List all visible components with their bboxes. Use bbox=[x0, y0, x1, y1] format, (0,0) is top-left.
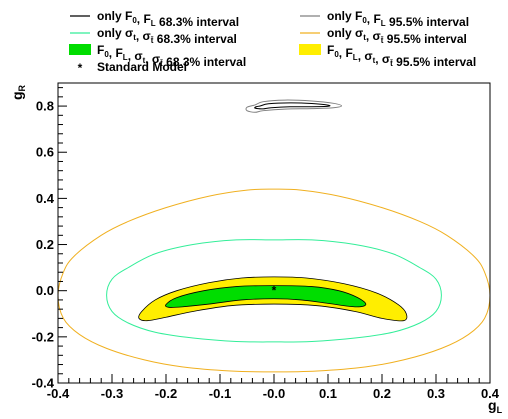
plot-regions: * bbox=[57, 99, 491, 373]
x-tick-label: -0.4 bbox=[47, 386, 70, 401]
legend-item: only F0, FL 95.5% interval bbox=[300, 9, 469, 29]
legend-item: only σt, σt̄ 95.5% interval bbox=[300, 26, 467, 46]
standard-model-marker: * bbox=[272, 284, 277, 298]
legend-item: only F0, FL 68.3% interval bbox=[70, 9, 239, 29]
contour-only-f0-fl-68-3- bbox=[254, 102, 331, 110]
legend-label: only σt, σt̄ 68.3% interval bbox=[97, 26, 237, 46]
legend: only F0, FL 68.3% interval only F0, FL 95… bbox=[69, 9, 476, 75]
x-tick-label: 0.4 bbox=[481, 386, 500, 401]
x-tick-label: -0.0 bbox=[263, 386, 285, 401]
legend-label: only F0, FL 68.3% interval bbox=[97, 9, 239, 29]
legend-item: only σt, σt̄ 68.3% interval bbox=[70, 26, 237, 46]
legend-item: F0, FL, σt, σt̄ 68.3% interval bbox=[69, 43, 246, 69]
x-axis-title: gL bbox=[488, 397, 503, 415]
y-tick-label: 0.6 bbox=[36, 145, 54, 160]
legend-label: only σt, σt̄ 95.5% interval bbox=[327, 26, 467, 46]
legend-label: F0, FL, σt, σt̄ 68.3% interval bbox=[97, 43, 246, 69]
x-tick-label: 0.3 bbox=[427, 386, 445, 401]
legend-marker-swatch: * bbox=[78, 61, 83, 75]
legend-item: F0, FL, σt, σt̄ 95.5% interval bbox=[299, 43, 476, 69]
y-tick-label: 0.8 bbox=[36, 99, 54, 114]
legend-label: only F0, FL 95.5% interval bbox=[327, 9, 469, 29]
legend-fill-swatch bbox=[299, 44, 321, 55]
legend-label: Standard Model bbox=[97, 60, 187, 74]
plot-frame bbox=[57, 82, 491, 384]
y-tick-label: 0.2 bbox=[36, 237, 54, 252]
contour-only-sigma-68-3- bbox=[106, 239, 442, 343]
y-axis: -0.4 -0.2 0.0 0.2 0.4 0.6 0.8 bbox=[32, 87, 67, 391]
legend-label: F0, FL, σt, σt̄ 95.5% interval bbox=[327, 43, 476, 69]
y-axis-title: gR bbox=[9, 84, 27, 100]
y-tick-label: 0.0 bbox=[36, 283, 54, 298]
y-tick-label: -0.2 bbox=[32, 329, 54, 344]
contour-only-f0-fl-95-5- bbox=[245, 99, 343, 113]
x-tick-label: -0.3 bbox=[101, 386, 123, 401]
y-tick-label: 0.4 bbox=[36, 191, 55, 206]
legend-item: * Standard Model bbox=[78, 60, 187, 75]
legend-fill-swatch bbox=[69, 44, 91, 55]
x-tick-label: 0.1 bbox=[319, 386, 337, 401]
x-axis: -0.4 -0.3 -0.2 -0.1 -0.0 0.1 0.2 0.3 0.4 bbox=[47, 374, 500, 401]
x-tick-label: 0.2 bbox=[373, 386, 391, 401]
contour-combined-68-3- bbox=[165, 285, 367, 308]
x-tick-label: -0.2 bbox=[155, 386, 177, 401]
contour-only-sigma-95-5- bbox=[57, 188, 491, 373]
x-tick-label: -0.1 bbox=[209, 386, 231, 401]
y-tick-label: -0.4 bbox=[32, 376, 55, 391]
